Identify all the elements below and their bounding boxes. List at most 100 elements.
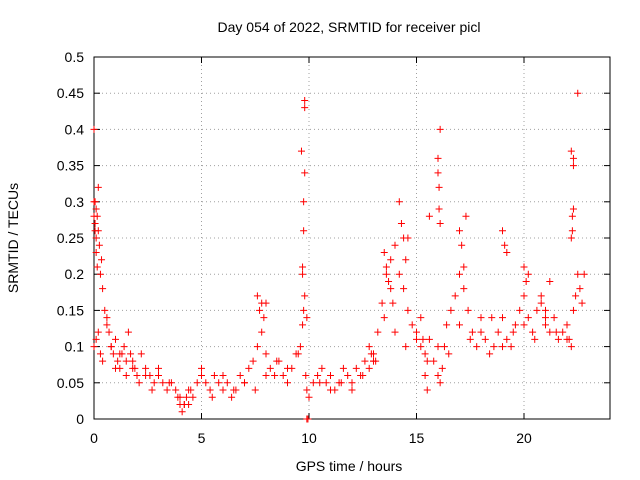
data-point	[327, 387, 334, 394]
data-point	[220, 387, 227, 394]
data-point	[381, 314, 388, 321]
data-point	[99, 285, 106, 292]
data-point	[344, 372, 351, 379]
data-point	[574, 90, 581, 97]
x-axis-label: GPS time / hours	[296, 458, 403, 474]
data-point	[503, 249, 510, 256]
data-point	[490, 343, 497, 350]
data-point	[300, 307, 307, 314]
data-point	[91, 343, 98, 350]
data-point	[123, 358, 130, 365]
data-points	[91, 90, 588, 423]
y-tick-label: 0.15	[57, 302, 84, 318]
data-point	[422, 350, 429, 357]
data-point	[91, 198, 98, 205]
data-point	[211, 372, 218, 379]
data-point	[349, 387, 356, 394]
y-tick-label: 0	[76, 411, 84, 427]
data-point	[112, 336, 119, 343]
data-point	[91, 213, 98, 220]
data-point	[469, 329, 476, 336]
data-point	[129, 358, 136, 365]
data-point	[512, 321, 519, 328]
data-point	[400, 285, 407, 292]
data-point	[220, 372, 227, 379]
x-tick-label: 20	[516, 430, 532, 446]
data-point	[228, 394, 235, 401]
data-point	[551, 314, 558, 321]
data-point	[96, 242, 103, 249]
y-tick-label: 0.35	[57, 158, 84, 174]
data-point	[263, 300, 270, 307]
data-point	[531, 336, 538, 343]
data-point	[297, 343, 304, 350]
data-point	[521, 292, 528, 299]
data-point	[503, 336, 510, 343]
data-point	[379, 300, 386, 307]
data-point	[374, 329, 381, 336]
data-point	[398, 220, 405, 227]
data-point	[91, 126, 98, 133]
data-point	[155, 365, 162, 372]
data-point	[209, 394, 216, 401]
data-point	[542, 321, 549, 328]
data-point	[533, 307, 540, 314]
data-point	[280, 372, 287, 379]
chart-title: Day 054 of 2022, SRMTID for receiver pic…	[218, 19, 481, 35]
data-point	[267, 365, 274, 372]
data-point	[97, 350, 104, 357]
data-point	[387, 285, 394, 292]
y-tick-label: 0.2	[65, 266, 85, 282]
data-point	[482, 336, 489, 343]
data-point	[392, 242, 399, 249]
data-point	[570, 162, 577, 169]
data-point	[198, 365, 205, 372]
data-point	[385, 278, 392, 285]
data-point	[478, 329, 485, 336]
data-point	[456, 271, 463, 278]
y-tick-label: 0.45	[57, 85, 84, 101]
data-point	[215, 379, 222, 386]
data-point	[301, 169, 308, 176]
data-point	[417, 314, 424, 321]
data-point	[413, 336, 420, 343]
data-point	[538, 292, 545, 299]
data-point	[435, 372, 442, 379]
data-point	[123, 372, 130, 379]
data-point	[112, 365, 119, 372]
data-point	[422, 372, 429, 379]
data-point	[198, 372, 205, 379]
data-point	[303, 387, 310, 394]
data-point	[304, 416, 311, 423]
data-point	[127, 350, 134, 357]
data-point	[467, 336, 474, 343]
data-point	[95, 329, 102, 336]
data-point	[106, 329, 113, 336]
data-point	[189, 394, 196, 401]
data-point	[488, 314, 495, 321]
data-point	[435, 343, 442, 350]
data-point	[574, 271, 581, 278]
data-point	[486, 350, 493, 357]
data-point	[424, 358, 431, 365]
data-point	[299, 321, 306, 328]
data-point	[134, 372, 141, 379]
data-point	[383, 271, 390, 278]
x-tick-label: 5	[198, 430, 206, 446]
data-point	[136, 379, 143, 386]
x-tick-label: 10	[301, 430, 317, 446]
data-point	[252, 387, 259, 394]
data-point	[323, 379, 330, 386]
data-point	[462, 213, 469, 220]
data-point	[185, 401, 192, 408]
data-point	[263, 372, 270, 379]
data-point	[318, 365, 325, 372]
data-point	[495, 329, 502, 336]
data-point	[439, 365, 446, 372]
data-point	[581, 271, 588, 278]
data-point	[417, 343, 424, 350]
data-point	[260, 314, 267, 321]
data-point	[366, 343, 373, 350]
data-point	[424, 387, 431, 394]
data-point	[381, 249, 388, 256]
